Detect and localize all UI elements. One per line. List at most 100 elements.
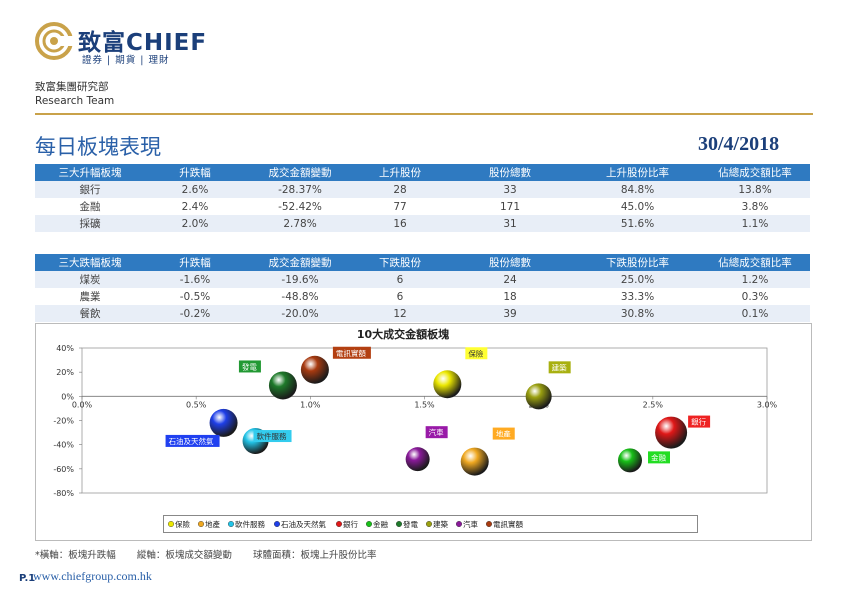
header-cell: 股份總數 — [445, 254, 575, 271]
legend-label: 電訊實額 — [493, 519, 523, 529]
bubble-point — [460, 447, 489, 476]
department-en: Research Team — [35, 95, 115, 107]
bubble-label-bg — [648, 451, 670, 464]
x-axis: 0.0%0.5%1.0%1.5%2.0%2.5%3.0% — [72, 396, 778, 409]
table-cell: -0.5% — [145, 288, 245, 305]
logo-cn: 致富 — [78, 30, 126, 56]
legend-marker — [167, 520, 174, 527]
table-row: 餐飲 -0.2% -20.0% 12 39 30.8% 0.1% — [35, 305, 810, 322]
bubble-point — [300, 355, 329, 384]
x-tick-label: 2.5% — [643, 400, 664, 409]
table-row: 採礦 2.0% 2.78% 16 31 51.6% 1.1% — [35, 215, 810, 232]
table-cell: -19.6% — [245, 271, 355, 288]
header-cell: 佔總成交額比率 — [700, 164, 810, 181]
header-cell: 股份總數 — [445, 164, 575, 181]
table-cell: 31 — [445, 215, 575, 232]
legend-marker — [426, 520, 433, 527]
table-cell: -52.42% — [245, 198, 355, 215]
table-cell: 煤炭 — [35, 271, 145, 288]
table-cell: 採礦 — [35, 215, 145, 232]
bubble-point — [655, 416, 688, 449]
bubble-point — [433, 370, 462, 399]
table-cell: 12 — [355, 305, 445, 322]
legend-marker — [395, 520, 402, 527]
table-cell: 171 — [445, 198, 575, 215]
bubble-label: 保險 — [468, 348, 483, 358]
header-cell: 升跌幅 — [145, 164, 245, 181]
header-cell: 佔總成交額比率 — [700, 254, 810, 271]
page-title: 每日板塊表現 — [35, 135, 161, 159]
x-tick-label: 1.0% — [300, 400, 321, 409]
department-cn: 致富集團研究部 — [35, 81, 109, 93]
header-cell: 成交金額變動 — [245, 254, 355, 271]
table-cell: 84.8% — [575, 181, 700, 198]
bubble-label-bg — [548, 361, 571, 374]
header-divider — [35, 113, 813, 115]
bubble-label: 電訊實額 — [336, 348, 366, 358]
y-tick-label: -80% — [53, 489, 74, 498]
table-cell: 1.1% — [700, 215, 810, 232]
table-cell: -1.6% — [145, 271, 245, 288]
legend-marker — [365, 520, 372, 527]
bubble-label: 汽車 — [429, 427, 444, 437]
bubble-label: 石油及天然氣 — [169, 436, 214, 446]
bubble-label-bg — [688, 415, 711, 428]
website-link[interactable]: www.chiefgroup.com.hk — [33, 569, 152, 583]
table-cell: 45.0% — [575, 198, 700, 215]
table-cell: 2.78% — [245, 215, 355, 232]
table-row: 銀行 2.6% -28.37% 28 33 84.8% 13.8% — [35, 181, 810, 198]
table-cell: 0.3% — [700, 288, 810, 305]
bubble-point — [618, 448, 642, 473]
legend-label: 金融 — [373, 519, 388, 529]
y-tick-label: -60% — [53, 465, 74, 474]
table-cell: 16 — [355, 215, 445, 232]
table-header-row: 三大跌幅板塊 升跌幅 成交金額變動 下跌股份 股份總數 下跌股份比率 佔總成交額… — [35, 254, 810, 271]
department: 致富集團研究部 Research Team — [35, 80, 114, 108]
header-cell: 下跌股份 — [355, 254, 445, 271]
bubble-point — [525, 383, 552, 410]
legend-label: 保險 — [175, 519, 190, 529]
table-cell: 18 — [445, 288, 575, 305]
bubble-label: 金融 — [651, 452, 666, 462]
table-row: 農業 -0.5% -48.8% 6 18 33.3% 0.3% — [35, 288, 810, 305]
table-cell: 3.8% — [700, 198, 810, 215]
x-tick-label: 0.5% — [186, 400, 207, 409]
x-tick-label: 0.0% — [72, 400, 93, 409]
bubble-point — [268, 371, 297, 400]
legend-marker — [227, 520, 234, 527]
chief-logo-icon — [35, 22, 73, 60]
table-cell: 金融 — [35, 198, 145, 215]
logo-en: CHIEF — [126, 30, 208, 56]
table-cell: -0.2% — [145, 305, 245, 322]
bubble-label-bg — [492, 427, 515, 440]
bubble-label: 地產 — [496, 429, 511, 439]
table-row: 金融 2.4% -52.42% 77 171 45.0% 3.8% — [35, 198, 810, 215]
bubble-label-bg — [165, 434, 220, 447]
logo-text: 致富CHIEF — [78, 23, 207, 57]
table-cell: 13.8% — [700, 181, 810, 198]
legend-items: 保險 地產 軟件服務 石油及天然氣 銀行 金融 發電 建築 汽車 電訊實額 — [167, 519, 523, 529]
legend-marker — [486, 520, 493, 527]
header-cell: 下跌股份比率 — [575, 254, 700, 271]
legend-label: 地產 — [205, 519, 220, 529]
table-cell: 33.3% — [575, 288, 700, 305]
table-cell: 30.8% — [575, 305, 700, 322]
legend-label: 汽車 — [463, 519, 478, 529]
bubble-label: 建築 — [552, 362, 567, 372]
table-cell: -28.37% — [245, 181, 355, 198]
bubble-label: 軟件服務 — [257, 431, 287, 441]
table-cell: -48.8% — [245, 288, 355, 305]
table-cell: -20.0% — [245, 305, 355, 322]
table-header-row: 三大升幅板塊 升跌幅 成交金額變動 上升股份 股份總數 上升股份比率 佔總成交額… — [35, 164, 810, 181]
legend-label: 軟件服務 — [235, 519, 265, 529]
bubble-label-bg — [425, 426, 448, 439]
table-row: 煤炭 -1.6% -19.6% 6 24 25.0% 1.2% — [35, 271, 810, 288]
header-cell: 三大升幅板塊 — [35, 164, 145, 181]
table-cell: 77 — [355, 198, 445, 215]
table-cell: 24 — [445, 271, 575, 288]
bubble-label: 銀行 — [691, 417, 706, 427]
logo-subtitle: 證券 | 期貨 | 理財 — [82, 55, 170, 66]
legend-label: 發電 — [403, 520, 418, 529]
x-tick-label: 1.5% — [414, 400, 435, 409]
